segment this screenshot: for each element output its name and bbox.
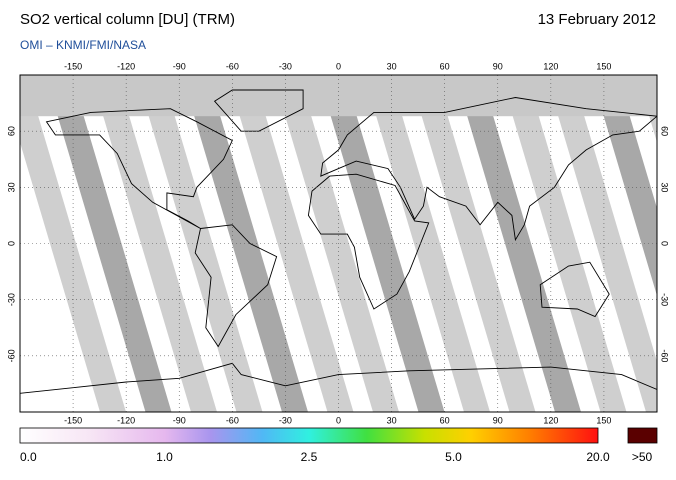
lon-tick-label-top: -150 xyxy=(64,61,82,71)
swath xyxy=(318,75,445,412)
coastline xyxy=(45,108,233,229)
lat-tick-label-left: 30 xyxy=(6,182,16,192)
colorbar-overflow-label: >50 xyxy=(632,450,653,464)
lat-tick-label-right: 60 xyxy=(660,126,670,136)
lon-tick-label-bottom: -90 xyxy=(173,415,186,425)
lon-tick-label-top: 0 xyxy=(336,61,341,71)
coastline xyxy=(539,261,610,318)
title: SO2 vertical column [DU] (TRM) xyxy=(20,11,235,28)
coastline xyxy=(194,224,278,348)
map-frame xyxy=(19,74,658,413)
lat-tick-label-left: -30 xyxy=(6,293,16,306)
lat-tick-label-left: 0 xyxy=(6,241,16,246)
coastline xyxy=(320,97,657,242)
lon-tick-label-bottom: 0 xyxy=(336,415,341,425)
lon-tick-label-top: 150 xyxy=(596,61,611,71)
lon-tick-label-top: -60 xyxy=(226,61,239,71)
colorbar-label: 0.0 xyxy=(20,450,37,464)
lon-tick-label-bottom: 90 xyxy=(493,415,503,425)
coastline xyxy=(213,89,304,132)
swath xyxy=(591,75,657,296)
lon-tick-label-bottom: -30 xyxy=(279,415,292,425)
colorbar-label: 5.0 xyxy=(445,450,462,464)
lat-tick-label-left: 60 xyxy=(6,126,16,136)
lon-tick-label-top: -30 xyxy=(279,61,292,71)
lon-tick-label-bottom: -60 xyxy=(226,415,239,425)
lon-tick-label-bottom: -150 xyxy=(64,415,82,425)
lat-tick-label-right: -30 xyxy=(660,293,670,306)
colorbar-label: 2.5 xyxy=(301,450,318,464)
colorbar xyxy=(19,427,599,444)
swath xyxy=(546,75,657,412)
lon-tick-label-bottom: 150 xyxy=(596,415,611,425)
lon-tick-label-bottom: 120 xyxy=(543,415,558,425)
lat-tick-label-right: -60 xyxy=(660,349,670,362)
lon-tick-label-bottom: -120 xyxy=(117,415,135,425)
swath xyxy=(227,75,354,412)
swath xyxy=(91,75,217,412)
lat-tick-label-right: 0 xyxy=(660,241,670,246)
swath xyxy=(455,75,581,412)
swath xyxy=(500,75,627,412)
lon-tick-label-bottom: 60 xyxy=(440,415,450,425)
lat-tick-label-left: -60 xyxy=(6,349,16,362)
lon-tick-label-top: 60 xyxy=(440,61,450,71)
colorbar-label: 20.0 xyxy=(586,450,610,464)
lon-tick-label-top: 30 xyxy=(387,61,397,71)
lon-tick-label-top: 120 xyxy=(543,61,558,71)
source: OMI – KNMI/FMI/NASA xyxy=(20,38,146,52)
colorbar-label: 1.0 xyxy=(156,450,173,464)
lat-tick-label-right: 30 xyxy=(660,182,670,192)
swath xyxy=(364,75,490,412)
swath xyxy=(136,75,263,412)
colorbar-overflow xyxy=(627,427,658,444)
lon-tick-label-bottom: 30 xyxy=(387,415,397,425)
lon-tick-label-top: -90 xyxy=(173,61,186,71)
date: 13 February 2012 xyxy=(538,11,656,28)
lon-tick-label-top: -120 xyxy=(117,61,135,71)
map xyxy=(20,75,657,412)
lon-tick-label-top: 90 xyxy=(493,61,503,71)
